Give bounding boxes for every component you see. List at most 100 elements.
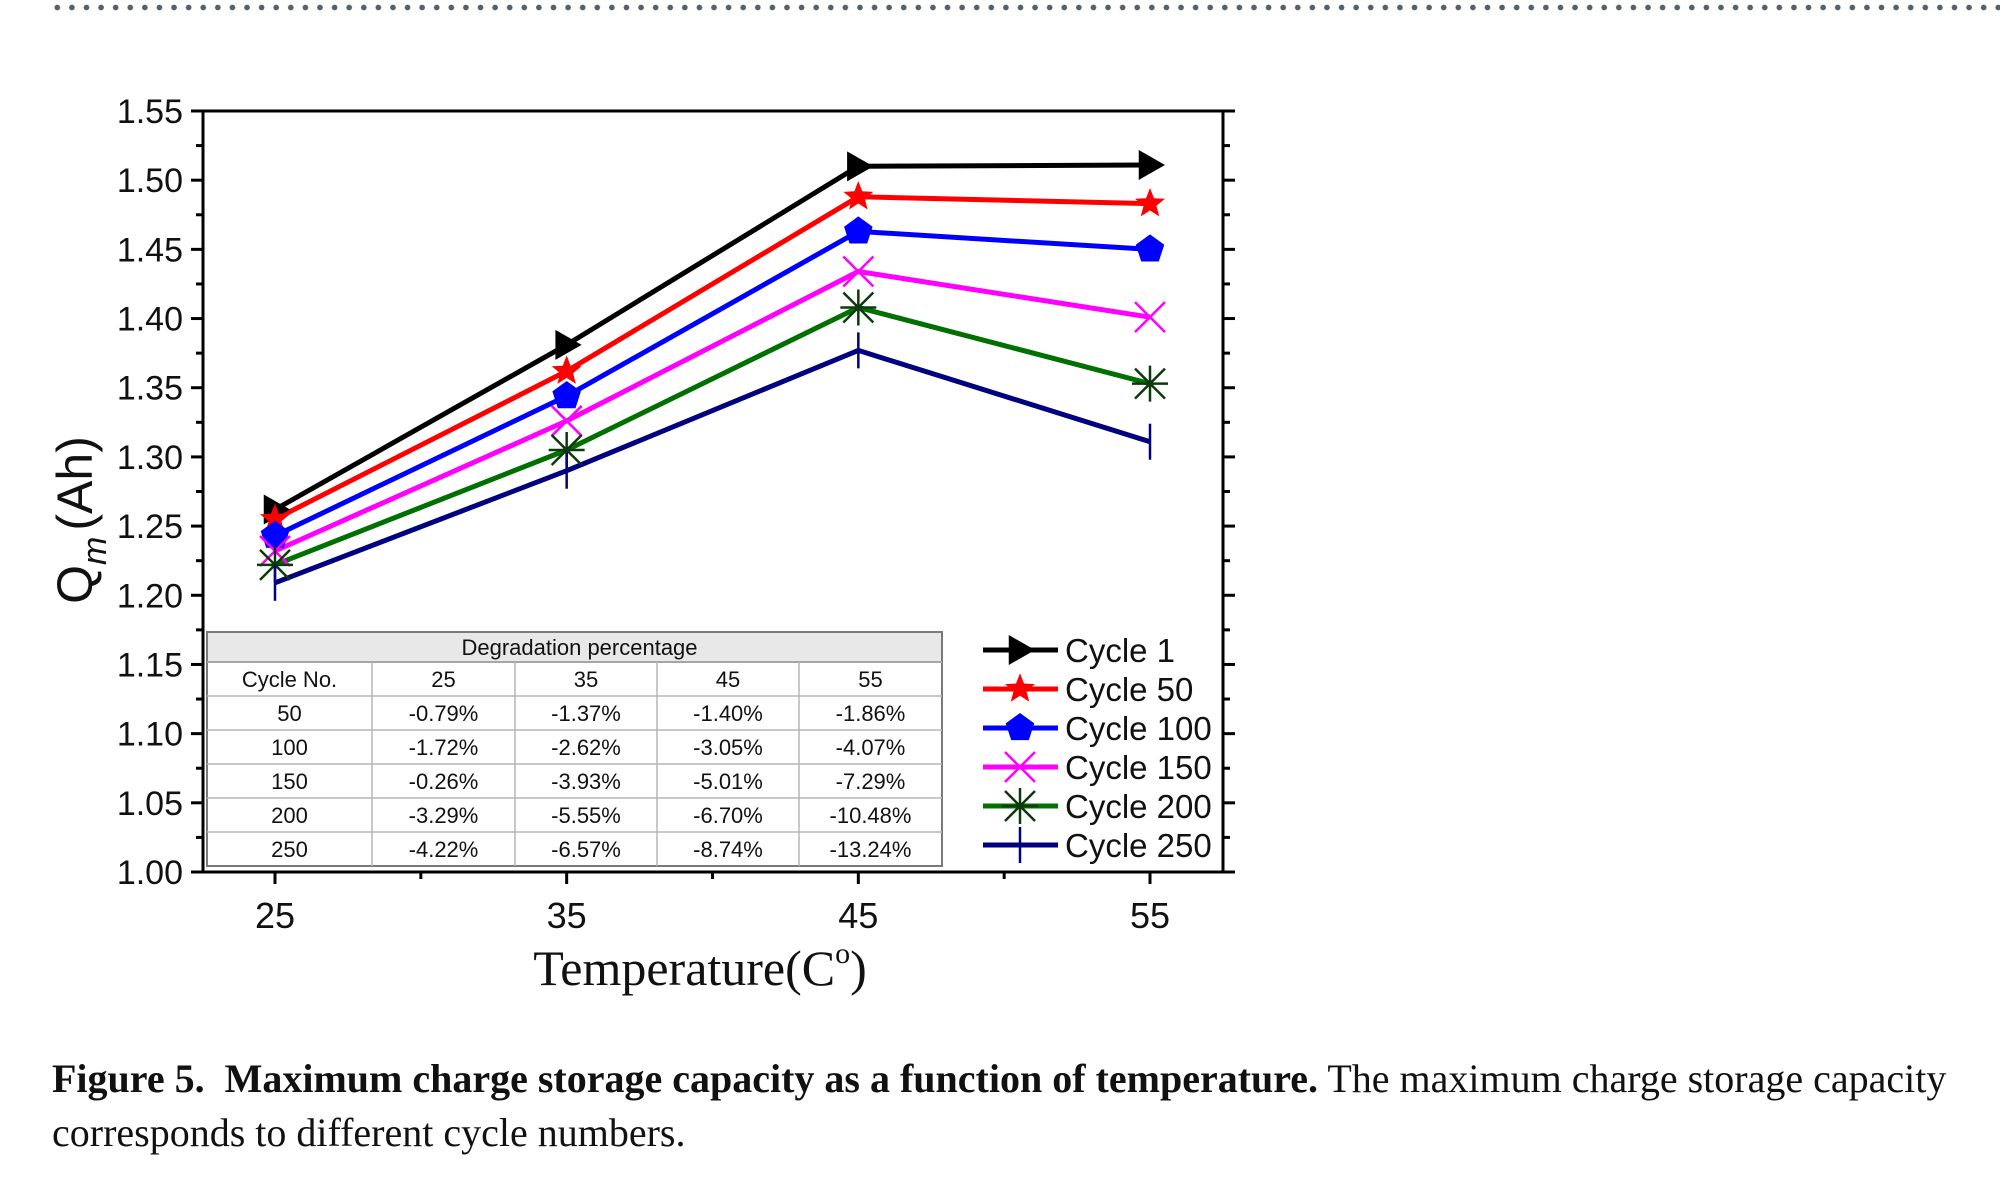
star-marker-shape bbox=[843, 181, 874, 210]
data-point-cycle-150 bbox=[842, 255, 875, 288]
data-point-cycle-200 bbox=[548, 431, 585, 468]
x-axis-title-end: ) bbox=[850, 940, 867, 996]
star-marker-shape bbox=[260, 503, 290, 532]
y-tick-label: 1.30 bbox=[117, 439, 183, 477]
x-axis-title-main: Temperature(C bbox=[533, 940, 835, 996]
pentagon-marker-shape bbox=[1005, 713, 1035, 741]
x-tick-label: 55 bbox=[1130, 895, 1170, 936]
data-point-cycle-50 bbox=[260, 503, 290, 532]
table-cell: -0.26% bbox=[409, 769, 479, 794]
legend-marker-x bbox=[1004, 751, 1036, 783]
table-cell: -5.01% bbox=[693, 769, 763, 794]
data-point-cycle-100 bbox=[844, 216, 873, 244]
legend-marker-asterisk bbox=[1002, 788, 1038, 824]
data-point-cycle-1 bbox=[1138, 149, 1165, 180]
series-line-cycle-250 bbox=[274, 347, 1151, 586]
pentagon-marker-shape bbox=[552, 381, 581, 409]
legend-label: Cycle 1 bbox=[1065, 632, 1175, 669]
y-tick-label: 1.05 bbox=[117, 785, 183, 823]
table-header-cell: 35 bbox=[574, 667, 598, 692]
table-cell: 50 bbox=[277, 701, 301, 726]
table-cell: -4.07% bbox=[836, 735, 906, 760]
series-line-cycle-100 bbox=[273, 228, 1151, 539]
x-tick-label: 45 bbox=[838, 895, 878, 936]
data-point-cycle-150 bbox=[550, 405, 583, 437]
table-cell: -3.93% bbox=[551, 769, 621, 794]
x-marker-shape bbox=[1134, 301, 1166, 334]
star-marker-shape bbox=[1005, 673, 1035, 702]
plot-frame bbox=[201, 109, 1225, 874]
caption-label: Figure 5. bbox=[52, 1056, 205, 1101]
capacity-chart: Qm (Ah) Temperature(Co) 1.00 1.05 1.10 1.15 1… bbox=[47, 93, 1235, 996]
y-tick-label: 1.35 bbox=[117, 370, 183, 408]
x-marker-shape bbox=[1004, 751, 1036, 783]
pentagon-marker-shape bbox=[844, 216, 873, 244]
data-point-cycle-50 bbox=[1135, 188, 1165, 217]
y-tick-label: 1.25 bbox=[117, 508, 183, 546]
table-cell: 150 bbox=[271, 769, 308, 794]
data-point-cycle-150 bbox=[1134, 301, 1166, 334]
degradation-table: Degradation percentage Cycle No. 25 35 45 55 5… bbox=[206, 631, 943, 867]
legend-label: Cycle 150 bbox=[1065, 749, 1212, 786]
table-cell: -6.70% bbox=[693, 803, 763, 828]
x-tick-label: 25 bbox=[255, 895, 295, 936]
series-line-cycle-200 bbox=[274, 305, 1151, 568]
table-cell: -3.29% bbox=[409, 803, 479, 828]
y-tick-label: 1.55 bbox=[117, 93, 183, 131]
caption-title: Maximum charge storage capacity as a fun… bbox=[224, 1056, 1319, 1101]
table-cell: -3.05% bbox=[693, 735, 763, 760]
table-row: 250 -4.22% -6.57% -8.74% -13.24% bbox=[271, 837, 911, 862]
table-cell: -4.22% bbox=[409, 837, 479, 862]
caption-body: The maximum charge storage capacity corr… bbox=[52, 1056, 1947, 1155]
data-point-cycle-50 bbox=[551, 355, 582, 384]
figure-caption: Figure 5. Maximum charge storage capacit… bbox=[52, 1052, 1972, 1160]
table-cell: 100 bbox=[271, 735, 308, 760]
legend-marker-star bbox=[1005, 673, 1035, 702]
triangle-right-marker-shape bbox=[847, 151, 874, 182]
y-tick-label: 1.40 bbox=[117, 301, 183, 339]
triangle-right-marker-shape bbox=[555, 329, 582, 360]
table-row: 200 -3.29% -5.55% -6.70% -10.48% bbox=[271, 803, 911, 828]
series-line-cycle-150 bbox=[273, 269, 1151, 554]
legend-item: Cycle 50 bbox=[983, 671, 1193, 708]
data-point-cycle-100 bbox=[1135, 234, 1165, 262]
table-header-cell: Cycle No. bbox=[242, 667, 337, 692]
legend-item: Cycle 150 bbox=[983, 749, 1212, 786]
table-row: 50 -0.79% -1.37% -1.40% -1.86% bbox=[277, 701, 905, 726]
table-cell: -1.72% bbox=[409, 735, 479, 760]
table-cell: -8.74% bbox=[693, 837, 763, 862]
y-tick-label: 1.00 bbox=[117, 854, 183, 892]
asterisk-marker-shape bbox=[548, 431, 585, 468]
table-row: 150 -0.26% -3.93% -5.01% -7.29% bbox=[271, 769, 905, 794]
table-cell: -6.57% bbox=[551, 837, 621, 862]
legend-item: Cycle 1 bbox=[983, 632, 1175, 669]
legend-item: Cycle 100 bbox=[983, 710, 1212, 747]
data-point-cycle-1 bbox=[847, 151, 874, 182]
table-cell: 250 bbox=[271, 837, 308, 862]
table-title: Degradation percentage bbox=[461, 635, 697, 660]
pentagon-marker-shape bbox=[260, 520, 290, 548]
table-header-cell: 45 bbox=[716, 667, 740, 692]
table-cell: -10.48% bbox=[830, 803, 912, 828]
triangle-right-marker-shape bbox=[1138, 149, 1165, 180]
y-axis-title-unit: (Ah) bbox=[47, 436, 103, 530]
legend-item: Cycle 250 bbox=[983, 827, 1212, 864]
asterisk-marker-shape bbox=[1132, 365, 1168, 402]
y-tick-label: 1.50 bbox=[117, 162, 183, 200]
x-axis-title-sup: o bbox=[835, 937, 850, 970]
y-tick-label: 1.15 bbox=[117, 646, 183, 684]
pentagon-marker-shape bbox=[1135, 234, 1165, 262]
x-axis-title: Temperature(Co) bbox=[533, 937, 867, 996]
table-background bbox=[206, 631, 943, 867]
series-line-cycle-50 bbox=[273, 194, 1151, 522]
legend-marker-triangle-right bbox=[1008, 635, 1035, 665]
table-cell: -1.40% bbox=[693, 701, 763, 726]
data-point-cycle-1 bbox=[555, 329, 582, 360]
asterisk-marker-shape bbox=[840, 289, 877, 326]
y-tick-label: 1.20 bbox=[117, 577, 183, 615]
legend-label: Cycle 50 bbox=[1065, 671, 1193, 708]
table-row: 100 -1.72% -2.62% -3.05% -4.07% bbox=[271, 735, 905, 760]
table-cell: -1.86% bbox=[836, 701, 906, 726]
star-marker-shape bbox=[1135, 188, 1165, 217]
